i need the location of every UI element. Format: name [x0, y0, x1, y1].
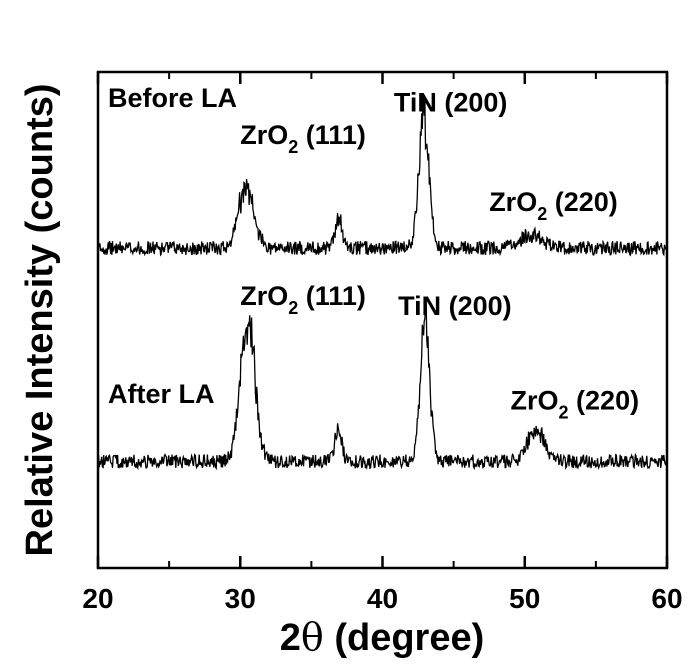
- peak-annotation-2: ZrO2 (220): [489, 187, 618, 224]
- series-label-1: After LA: [108, 379, 215, 409]
- series-label-0: Before LA: [108, 83, 237, 113]
- peak-annotation-3: ZrO2 (111): [240, 281, 366, 318]
- peak-annotation-base-0: ZrO: [240, 120, 288, 150]
- x-tick-label-0: 20: [82, 583, 113, 614]
- x-axis-label-rest: (degree): [324, 617, 484, 659]
- x-tick-label-2: 40: [367, 583, 398, 614]
- peak-annotation-base-2: ZrO: [489, 187, 537, 217]
- peak-annotation-base-5: ZrO: [511, 385, 559, 415]
- series-layer: Before LA After LA: [97, 83, 668, 471]
- annotation-layer: ZrO2 (111)TiN (200)ZrO2 (220)ZrO2 (111) T…: [240, 88, 639, 423]
- peak-annotation-sub-2: 2: [537, 204, 547, 224]
- x-axis-label-theta: θ: [301, 615, 324, 659]
- peak-annotation-rest-5: (220): [569, 385, 640, 415]
- peak-annotation-rest-0: (111): [298, 120, 366, 150]
- x-tick-label-3: 50: [509, 583, 540, 614]
- series-line-1: [97, 296, 668, 471]
- plot-frame: [96, 70, 669, 570]
- peak-annotation-sub-3: 2: [288, 298, 298, 318]
- peak-annotation-5: ZrO2 (220): [511, 385, 640, 422]
- peak-annotation-1: TiN (200): [394, 88, 508, 118]
- peak-annotation-base-3: ZrO: [240, 281, 288, 311]
- peak-annotation-sub-0: 2: [288, 137, 298, 157]
- peak-annotation-sub-5: 2: [559, 402, 569, 422]
- peak-annotation-base-1: TiN (200): [394, 88, 508, 118]
- peak-annotation-4: TiN (200): [398, 291, 512, 321]
- peak-annotation-base-4: TiN (200): [398, 291, 512, 321]
- x-tick-label-4: 60: [651, 583, 682, 614]
- peak-annotation-0: ZrO2 (111): [240, 120, 366, 157]
- tick-layer: 20 30 40 50 60: [82, 72, 683, 614]
- x-axis-label: 2θ (degree): [280, 615, 485, 659]
- y-axis-label: Relative Intensity (counts): [19, 84, 61, 557]
- peak-annotation-rest-3: (111): [298, 281, 366, 311]
- x-axis-label-main: 2: [280, 617, 301, 659]
- x-tick-label-1: 30: [225, 583, 256, 614]
- peak-annotation-rest-2: (220): [547, 187, 618, 217]
- series-line-0: [97, 97, 668, 257]
